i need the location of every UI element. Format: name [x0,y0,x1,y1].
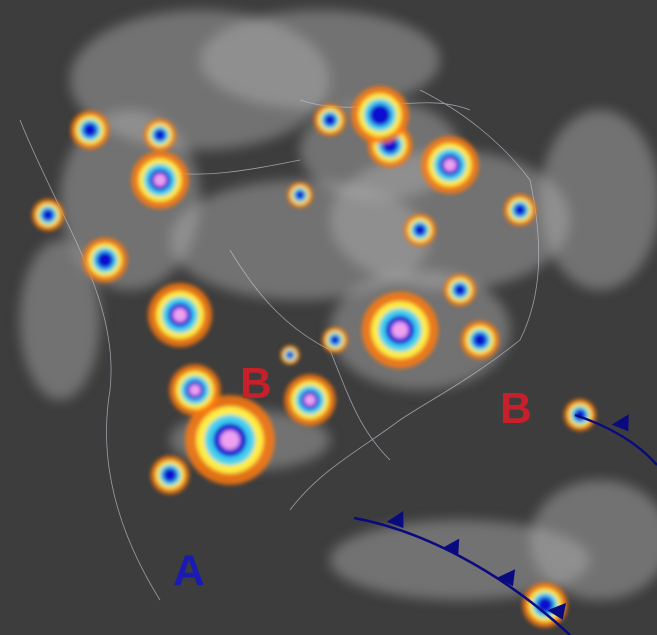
storm-cell [564,399,596,431]
low-pressure-label-2: B [500,384,532,433]
storm-cell [280,345,300,365]
storm-cell [421,136,479,194]
storm-cell [131,151,189,209]
storm-cell [444,274,476,306]
storm-cell [351,86,409,144]
cold-front-triangle-icon [386,510,404,529]
storm-cell [404,214,436,246]
cloud-mass [540,110,657,290]
storm-cell [361,291,439,369]
cold-front-triangle-icon [547,603,567,620]
storm-cell [322,327,348,353]
storm-cell [70,110,110,150]
storm-cell [144,119,176,151]
cold-front-line [353,516,571,635]
cloud-mass [20,240,100,400]
storm-cell [185,395,275,485]
storm-cell [284,374,336,426]
cloud-mass [200,10,440,110]
storm-cell [150,455,190,495]
cloud-mass [330,520,590,600]
high-pressure-label: A [173,546,205,595]
storm-cell [522,582,568,628]
storm-cell [169,364,221,416]
storm-cell [314,104,346,136]
storm-cell [82,237,128,283]
cold-front-triangle-icon [497,569,516,587]
cold-front-triangle-icon [441,538,460,556]
cloud-mass [170,180,430,300]
low-pressure-label-1: B [240,359,272,408]
cold-front-triangle-icon [611,414,629,432]
cold-front-line [574,413,657,466]
weather-fronts [353,413,657,635]
storm-cell [460,320,500,360]
storm-cell [287,182,313,208]
storm-cell [32,199,64,231]
storm-cell [148,283,212,347]
storm-cell [504,194,536,226]
cloud-mass [530,480,657,600]
